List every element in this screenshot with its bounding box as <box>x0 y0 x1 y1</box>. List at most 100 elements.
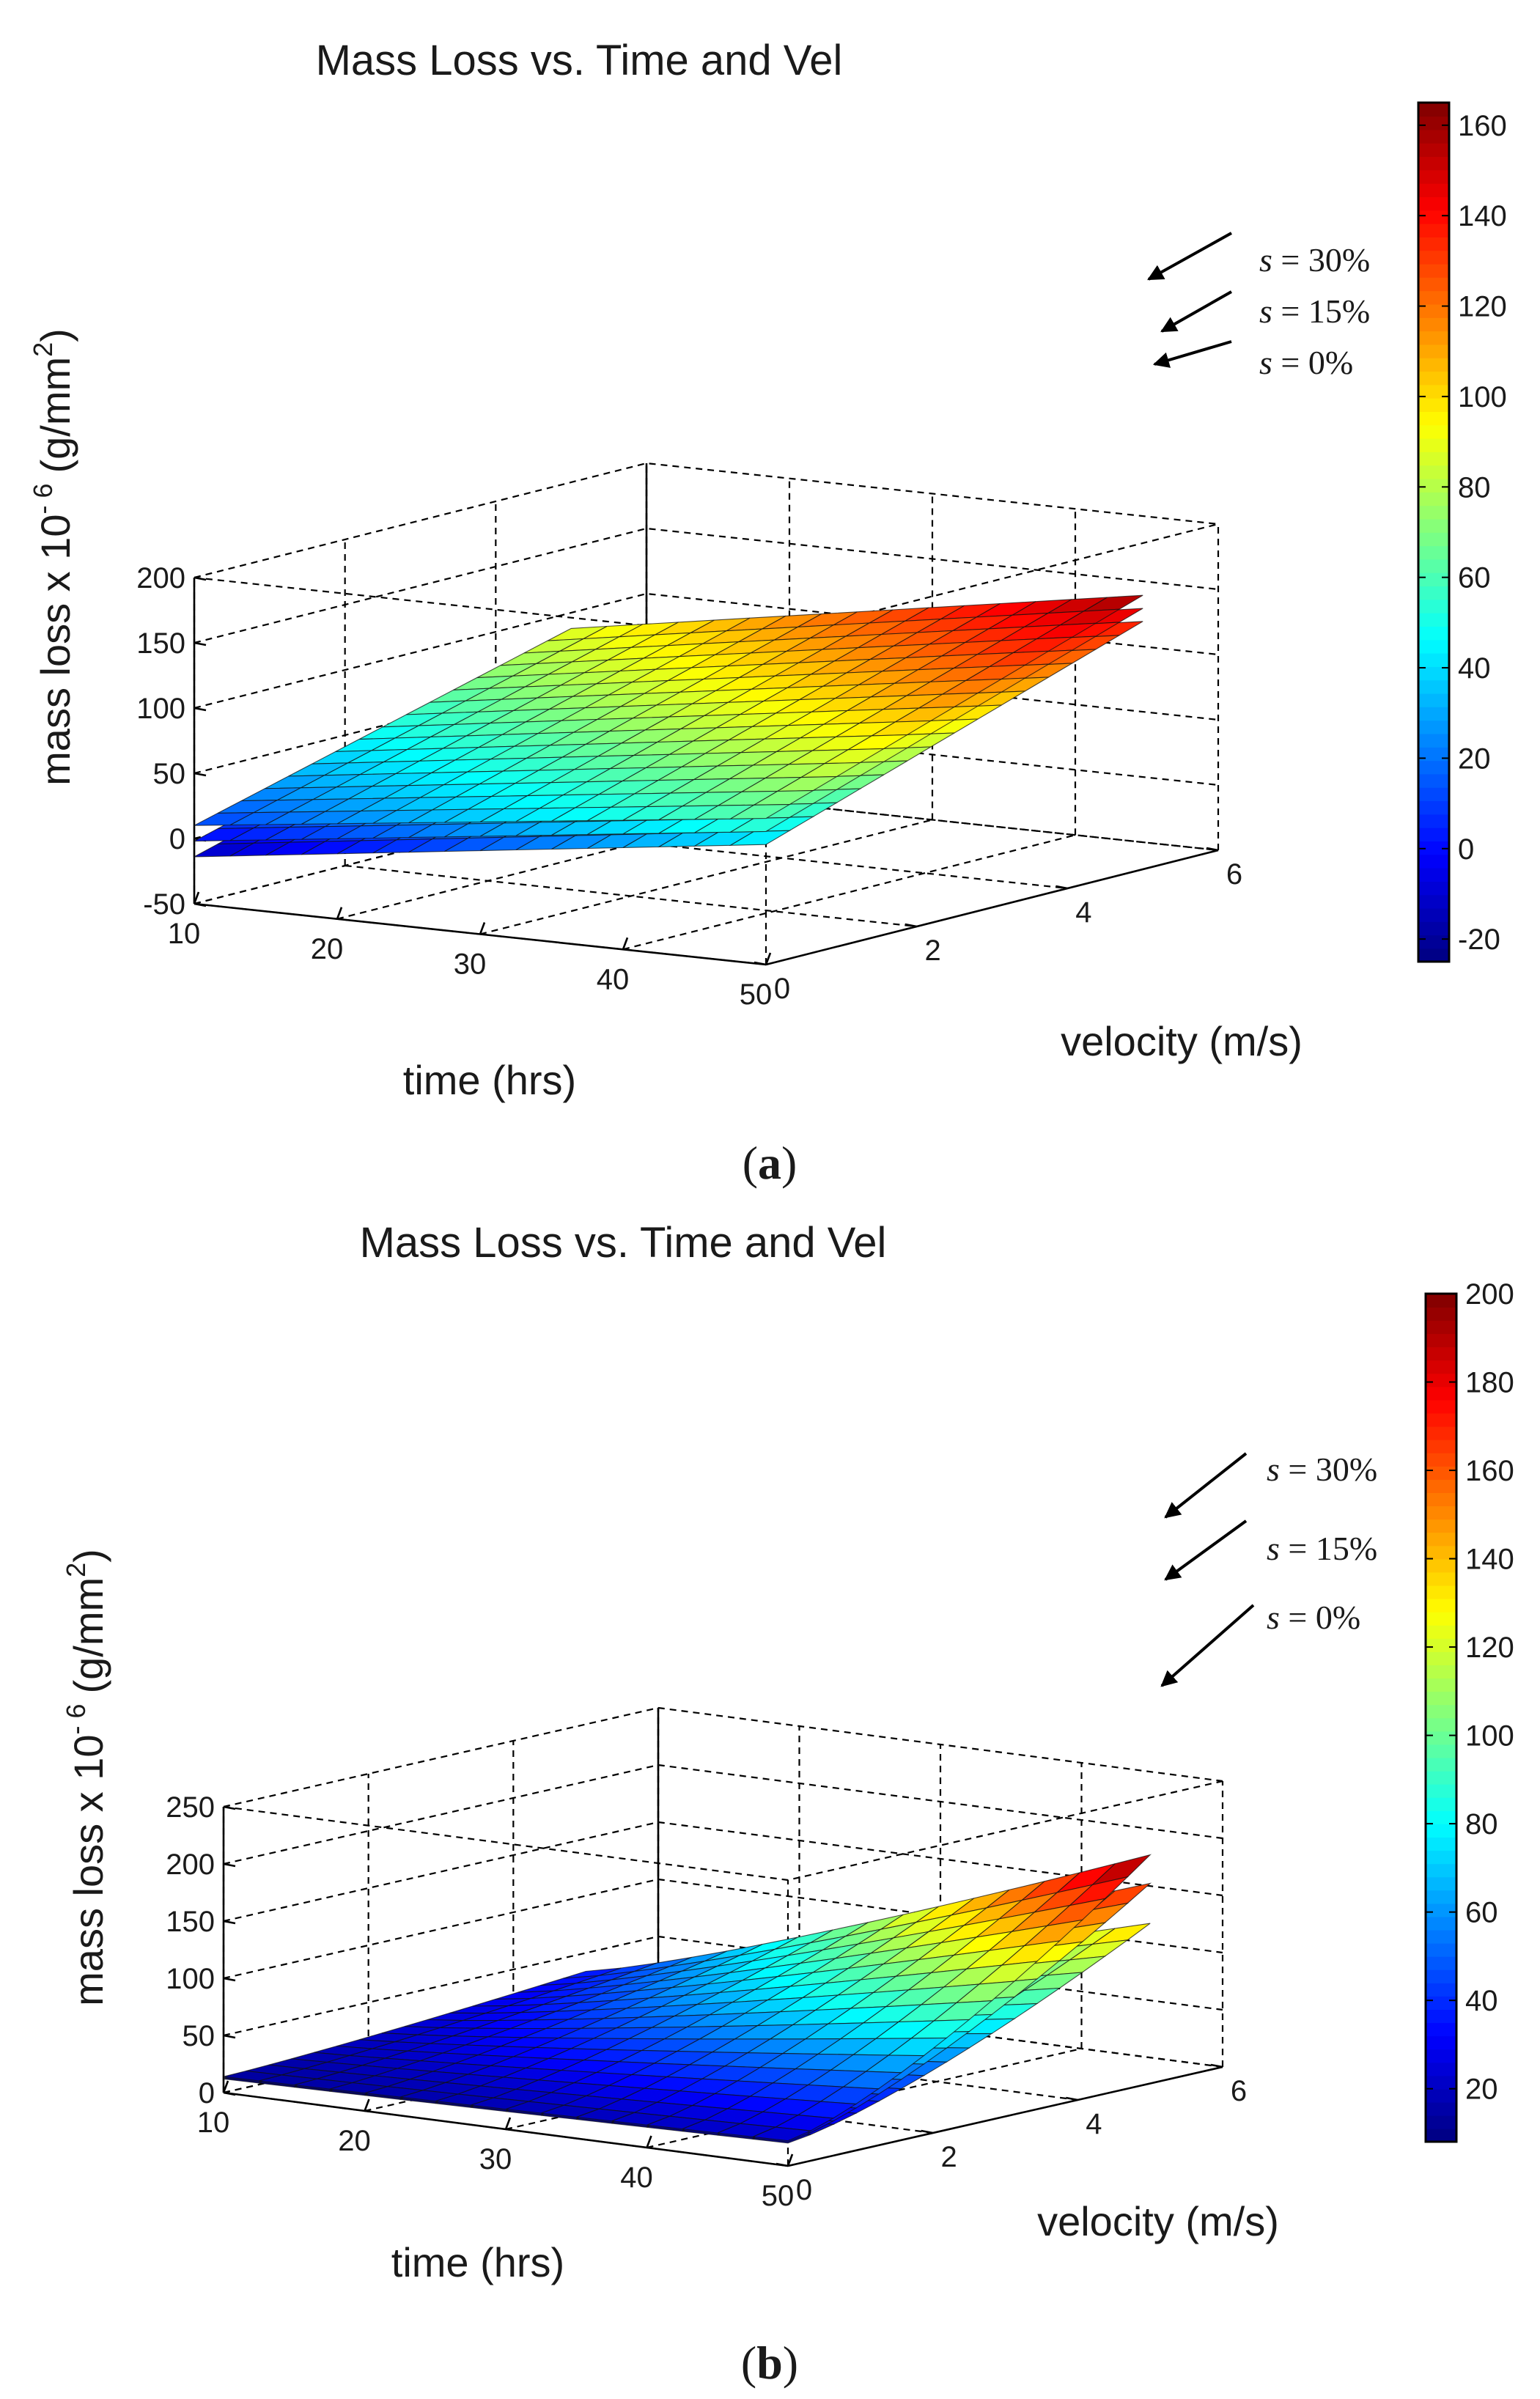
colorbar-step <box>1426 1890 1456 1904</box>
colorbar-step <box>1426 1916 1456 1931</box>
colorbar: 20 40 60 80 100 120 140 160 180 200 <box>1424 1278 1514 2143</box>
annotation-arrow <box>1152 340 1232 368</box>
colorbar-tick-label: 120 <box>1465 1632 1514 1664</box>
colorbar-tick-label: 20 <box>1458 742 1491 775</box>
z-tick <box>194 707 207 712</box>
x-tick-label: 20 <box>311 933 344 965</box>
colorbar-step <box>1418 652 1449 667</box>
colorbar-step <box>1418 237 1449 251</box>
y-axis-line <box>787 2066 1223 2167</box>
x-tick <box>504 2117 512 2130</box>
colorbar-step <box>1418 666 1449 681</box>
colorbar-tick-label: 60 <box>1458 562 1491 594</box>
colorbar-step <box>1418 331 1449 345</box>
colorbar-step <box>1418 773 1449 788</box>
colorbar-step <box>1418 492 1449 506</box>
z-tick <box>223 1920 236 1925</box>
z-tick-label: 50 <box>183 2020 215 2052</box>
y-tick-label: 4 <box>1086 2108 1102 2140</box>
colorbar-border <box>1424 1292 1458 2143</box>
z-axis: -50 0 50 100 150 200 <box>136 562 207 921</box>
z-axis: 0 50 100 150 200 250 <box>166 1791 236 2109</box>
annotation-label: s = 0% <box>1259 344 1353 381</box>
colorbar-border <box>1417 101 1451 963</box>
colorbar-tick-label: 80 <box>1465 1808 1498 1840</box>
surfaces <box>194 594 1143 858</box>
colorbar-tick-label: 100 <box>1458 381 1507 413</box>
series-annotations: s = 30%s = 15%s = 0% <box>1160 1451 1377 1687</box>
y-tick <box>1210 2063 1223 2068</box>
annotation-value: = 0% <box>1280 1599 1360 1636</box>
colorbar-step <box>1426 1797 1456 1811</box>
colorbar-step <box>1418 841 1449 855</box>
annotation-arrow <box>1160 1604 1255 1687</box>
colorbar-step <box>1418 438 1449 452</box>
z-tick <box>223 1805 236 1810</box>
colorbar-step <box>1418 344 1449 358</box>
x-tick <box>765 952 772 965</box>
z-axis-label: mass loss x 10- 6 (g/mm2) <box>28 328 78 786</box>
x-axis: 10 20 30 40 50 <box>197 2080 794 2212</box>
z-tick <box>223 2034 236 2039</box>
colorbar-step <box>1418 452 1449 466</box>
colorbar-step <box>1418 867 1449 882</box>
z-tick-label: 100 <box>166 1963 215 1995</box>
colorbar-ticks: -20 0 20 40 60 80 100 120 140 160 <box>1418 110 1507 956</box>
chart-title: Mass Loss vs. Time and Vel <box>360 1219 887 1267</box>
x-axis: 10 20 30 40 50 <box>168 891 772 1011</box>
chart-panel-b: Mass Loss vs. Time and Vel 0501001502002… <box>61 1219 1514 2389</box>
colorbar-step <box>1426 1426 1456 1440</box>
colorbar-step <box>1418 116 1449 130</box>
z-axis-label-unit-exponent: 2 <box>61 1563 91 1577</box>
y-tick-label: 2 <box>941 2141 957 2173</box>
floor-gridline <box>345 864 917 928</box>
z-tick-label: 100 <box>136 693 185 725</box>
z-axis-label-close: ) <box>65 1549 111 1563</box>
colorbar-step <box>1426 2062 1456 2076</box>
z-tick <box>194 576 207 581</box>
colorbar-step <box>1418 559 1449 573</box>
colorbar-step <box>1418 478 1449 493</box>
x-tick-label: 30 <box>479 2143 512 2175</box>
x-tick <box>479 922 486 935</box>
colorbar-step <box>1418 223 1449 237</box>
colorbar-step <box>1418 693 1449 707</box>
colorbar-step <box>1426 1678 1456 1692</box>
surface-patch <box>194 812 254 826</box>
colorbar-step <box>1426 1837 1456 1851</box>
z-gridline <box>194 462 1219 579</box>
x-tick-label: 40 <box>597 963 630 995</box>
annotation-label: s = 15% <box>1267 1530 1377 1567</box>
colorbar-step <box>1418 384 1449 399</box>
x-tick-label: 20 <box>338 2125 371 2157</box>
colorbar-gradient <box>1418 103 1449 962</box>
surface-series <box>194 594 1143 826</box>
colorbar-step <box>1418 183 1449 197</box>
colorbar-step <box>1426 1439 1456 1453</box>
colorbar-step <box>1418 747 1449 762</box>
z-tick-label: 200 <box>166 1849 215 1881</box>
colorbar-step <box>1426 1320 1456 1335</box>
z-tick-label: 0 <box>169 823 185 855</box>
annotation-label: s = 30% <box>1259 241 1370 279</box>
colorbar-step <box>1418 599 1449 613</box>
y-axis-label: velocity (m/s) <box>1037 2198 1279 2244</box>
y-tick-label: 6 <box>1226 858 1242 891</box>
colorbar-step <box>1418 210 1449 224</box>
colorbar-step <box>1418 733 1449 748</box>
colorbar-step <box>1418 397 1449 412</box>
floor-gridline <box>622 834 1076 951</box>
annotation-arrow <box>1164 1452 1248 1519</box>
z-axis-label-main: mass loss x 10 <box>65 1735 111 2006</box>
colorbar-step <box>1426 1373 1456 1388</box>
colorbar-step <box>1418 921 1449 936</box>
colorbar-step <box>1418 142 1449 158</box>
colorbar-step <box>1418 679 1449 694</box>
annotation-symbol: s <box>1267 1599 1280 1636</box>
colorbar-step <box>1426 1598 1456 1613</box>
colorbar-step <box>1418 827 1449 841</box>
colorbar-step <box>1426 1506 1456 1520</box>
colorbar-step <box>1426 1346 1456 1361</box>
colorbar-step <box>1426 1399 1456 1414</box>
colorbar-gradient <box>1426 1294 1456 2142</box>
